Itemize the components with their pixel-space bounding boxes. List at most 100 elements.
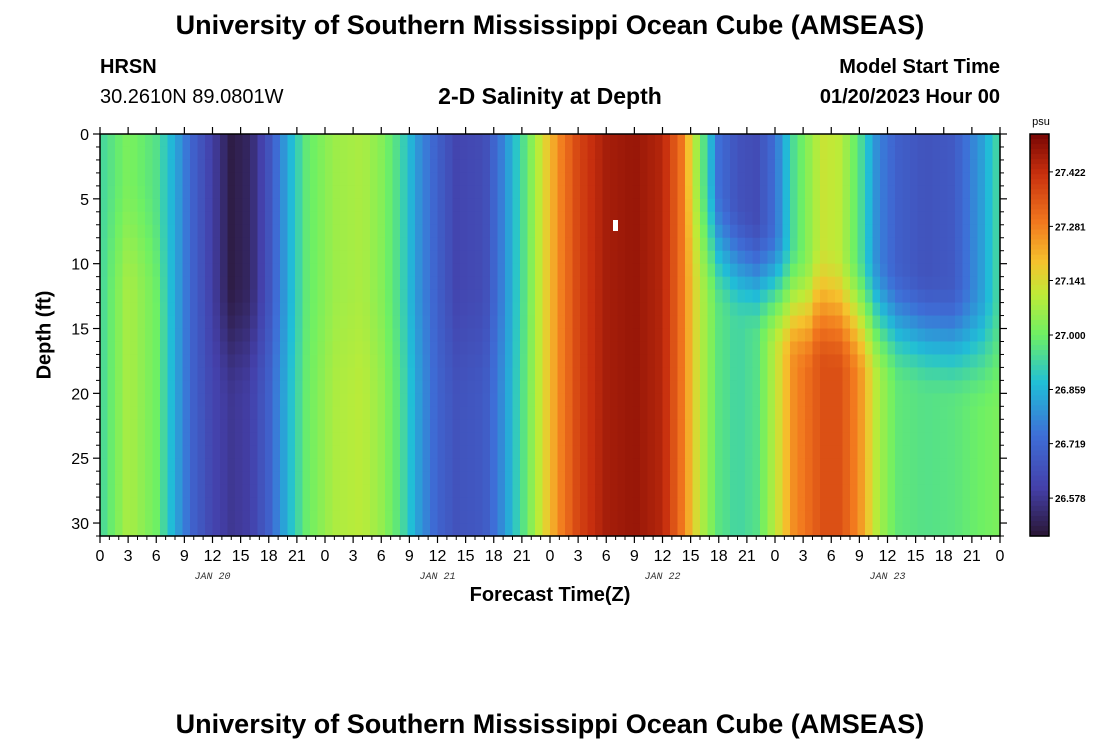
heatmap-cell bbox=[797, 250, 806, 265]
heatmap-cell bbox=[220, 198, 229, 213]
heatmap-cell bbox=[887, 354, 896, 369]
x-tick-label: 12 bbox=[204, 548, 222, 565]
heatmap-cell bbox=[857, 224, 866, 239]
heatmap-cell bbox=[280, 406, 289, 420]
heatmap-cell bbox=[235, 497, 244, 511]
heatmap-cell bbox=[685, 445, 694, 459]
heatmap-cell bbox=[280, 263, 289, 278]
heatmap-cell bbox=[730, 315, 739, 330]
heatmap-cell bbox=[940, 276, 949, 291]
heatmap-cell bbox=[632, 510, 641, 524]
heatmap-cell bbox=[325, 471, 334, 485]
heatmap-cell bbox=[632, 354, 641, 369]
heatmap-cell bbox=[985, 289, 994, 304]
heatmap-cell bbox=[737, 315, 746, 330]
heatmap-cell bbox=[385, 328, 394, 343]
heatmap-cell bbox=[430, 510, 439, 524]
heatmap-cell bbox=[250, 523, 259, 537]
heatmap-cell bbox=[452, 419, 461, 433]
heatmap-cell bbox=[692, 497, 701, 511]
heatmap-cell bbox=[820, 276, 829, 291]
colorbar-segment bbox=[1030, 450, 1049, 457]
heatmap-cell bbox=[782, 380, 791, 394]
heatmap-cell bbox=[730, 185, 739, 200]
heatmap-cell bbox=[857, 523, 866, 537]
colorbar-segment bbox=[1030, 239, 1049, 246]
heatmap-cell bbox=[640, 250, 649, 265]
heatmap-cell bbox=[677, 289, 686, 304]
heatmap-cell bbox=[445, 146, 454, 161]
heatmap-cell bbox=[940, 211, 949, 226]
heatmap-cell bbox=[272, 289, 281, 304]
heatmap-cell bbox=[970, 354, 979, 369]
heatmap-cell bbox=[812, 380, 821, 394]
heatmap-cell bbox=[865, 367, 874, 381]
heatmap-cell bbox=[625, 393, 634, 407]
heatmap-cell bbox=[475, 302, 484, 317]
heatmap-cell bbox=[745, 497, 754, 511]
heatmap-cell bbox=[760, 419, 769, 433]
heatmap-cell bbox=[512, 341, 521, 356]
heatmap-cell bbox=[302, 510, 311, 524]
heatmap-cell bbox=[347, 250, 356, 265]
heatmap-cell bbox=[812, 289, 821, 304]
heatmap-cell bbox=[302, 393, 311, 407]
heatmap-cell bbox=[467, 276, 476, 291]
heatmap-cell bbox=[535, 211, 544, 226]
heatmap-cell bbox=[212, 289, 221, 304]
heatmap-cell bbox=[685, 237, 694, 252]
heatmap-cell bbox=[437, 445, 446, 459]
heatmap-cell bbox=[242, 354, 251, 369]
heatmap-cell bbox=[632, 406, 641, 420]
heatmap-cell bbox=[182, 134, 191, 148]
heatmap-cell bbox=[857, 484, 866, 498]
heatmap-cell bbox=[617, 224, 626, 239]
heatmap-cell bbox=[422, 237, 431, 252]
heatmap-cell bbox=[475, 406, 484, 420]
heatmap-cell bbox=[655, 134, 664, 148]
heatmap-cell bbox=[542, 458, 551, 472]
colorbar-segment bbox=[1030, 214, 1049, 221]
heatmap-cell bbox=[325, 523, 334, 537]
heatmap-cell bbox=[497, 224, 506, 239]
heatmap-cell bbox=[475, 134, 484, 148]
heatmap-cell bbox=[377, 484, 386, 498]
heatmap-cell bbox=[422, 406, 431, 420]
heatmap-cell bbox=[370, 302, 379, 317]
heatmap-cell bbox=[655, 510, 664, 524]
heatmap-cell bbox=[947, 302, 956, 317]
heatmap-cell bbox=[167, 471, 176, 485]
heatmap-cell bbox=[130, 159, 139, 174]
heatmap-cell bbox=[745, 159, 754, 174]
heatmap-cell bbox=[565, 250, 574, 265]
heatmap-cell bbox=[452, 432, 461, 446]
heatmap-cell bbox=[265, 458, 274, 472]
heatmap-cell bbox=[160, 354, 169, 369]
heatmap-cell bbox=[130, 263, 139, 278]
heatmap-cell bbox=[490, 237, 499, 252]
heatmap-cell bbox=[355, 380, 364, 394]
heatmap-cell bbox=[940, 172, 949, 187]
heatmap-cell bbox=[250, 380, 259, 394]
heatmap-cell bbox=[617, 354, 626, 369]
heatmap-cell bbox=[287, 250, 296, 265]
heatmap-cell bbox=[902, 315, 911, 330]
heatmap-cell bbox=[137, 354, 146, 369]
heatmap-cell bbox=[737, 445, 746, 459]
heatmap-cell bbox=[250, 328, 259, 343]
heatmap-cell bbox=[145, 471, 154, 485]
heatmap-cell bbox=[415, 250, 424, 265]
heatmap-cell bbox=[505, 315, 514, 330]
heatmap-cell bbox=[467, 497, 476, 511]
heatmap-cell bbox=[850, 484, 859, 498]
heatmap-cell bbox=[550, 134, 559, 148]
heatmap-cell bbox=[565, 159, 574, 174]
heatmap-cell bbox=[467, 134, 476, 148]
heatmap-cell bbox=[812, 263, 821, 278]
heatmap-cell bbox=[145, 159, 154, 174]
heatmap-cell bbox=[197, 354, 206, 369]
heatmap-cell bbox=[550, 458, 559, 472]
heatmap-cell bbox=[842, 354, 851, 369]
heatmap-cell bbox=[227, 497, 236, 511]
heatmap-cell bbox=[287, 419, 296, 433]
